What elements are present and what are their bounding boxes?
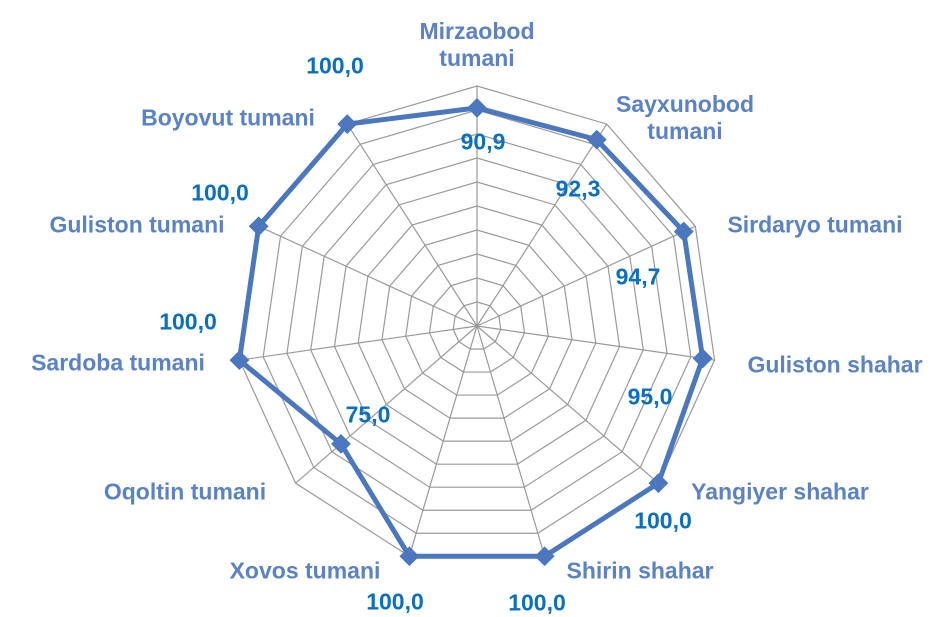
grid-ring [286,133,668,511]
category-label: Guliston shahar [747,351,923,378]
value-label: 100,0 [508,589,566,616]
value-label: 92,3 [555,175,601,202]
axis-spoke [476,325,546,557]
grid-ring [357,205,597,442]
category-label: Boyovut tumani [141,104,315,131]
value-label: 75,0 [345,401,391,428]
grid-ring [262,109,692,534]
category-label: Mirzaobod tumani [419,18,535,71]
value-label: 100,0 [159,308,217,335]
marker [337,114,358,134]
marker [399,546,420,567]
value-label: 100,0 [366,588,424,615]
axis-spoke [258,225,478,327]
grid-ring [428,277,526,373]
value-label: 94,7 [615,263,661,290]
grid-ring [381,229,573,419]
value-label: 100,0 [634,507,692,534]
axis-spoke [346,123,478,327]
marker [467,97,487,118]
axis-spoke [295,325,478,484]
axis-spoke [476,325,659,484]
series-line [236,105,706,559]
category-label: Xovos tumani [229,557,381,584]
marker [331,433,351,454]
marker [692,348,713,369]
axis-spoke [476,225,696,327]
grid-ring [405,253,549,396]
category-label: Sirdaryo tumani [727,211,903,238]
marker [534,546,555,567]
category-label: Sayxunobod tumani [615,91,754,144]
value-label: 95,0 [627,383,673,410]
marker [229,350,250,371]
value-label: 90,9 [460,128,506,155]
axis-spoke [239,325,478,361]
axis-spoke [476,325,715,361]
grid-ring [452,301,502,350]
marker [248,216,269,237]
category-label: Shirin shahar [566,557,714,584]
axis-spoke [408,325,478,557]
value-label: 100,0 [191,179,249,206]
category-label: Yangiyer shahar [691,478,869,505]
category-label: Oqoltin tumani [103,478,267,505]
category-label: Sardoba tumani [31,349,205,376]
category-label: Guliston tumani [49,211,225,238]
axis-spoke [476,123,608,327]
value-label: 100,0 [306,52,364,79]
grid-ring [333,181,621,465]
marker [648,473,669,494]
grid-ring [310,157,644,488]
